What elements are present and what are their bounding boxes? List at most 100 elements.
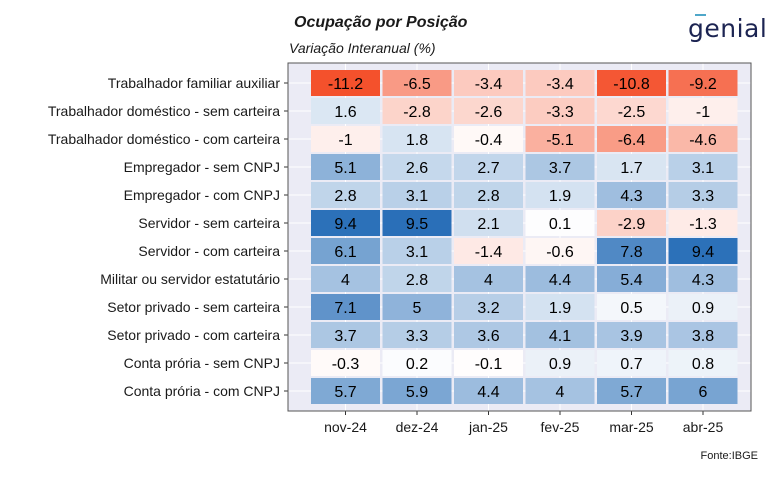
cell-value-label: -1	[696, 104, 710, 121]
heatmap-cell	[525, 126, 595, 152]
cell-value-label: 4	[556, 384, 565, 401]
cell-value-label: -5.1	[546, 132, 574, 149]
brand-logo: genial	[688, 14, 768, 43]
heatmap-cell	[597, 322, 666, 348]
heatmap-cell	[668, 154, 738, 180]
cell-value-label: 6.1	[334, 244, 356, 261]
heatmap-cell	[311, 126, 380, 152]
cell-value-label: 4.4	[549, 272, 571, 289]
cell-value-label: 3.1	[406, 188, 428, 205]
heatmap-cell	[525, 98, 595, 124]
heatmap-cell	[311, 322, 380, 348]
cell-value-label: 7.1	[334, 300, 356, 317]
cell-value-label: -2.5	[618, 104, 646, 121]
heatmap-cell	[597, 182, 666, 208]
cell-value-label: 5.9	[406, 384, 428, 401]
cell-value-label: -3.4	[475, 76, 503, 93]
cell-value-label: 4.4	[477, 384, 499, 401]
cell-value-label: -1.3	[689, 216, 717, 233]
cell-value-label: 5.4	[620, 272, 642, 289]
heatmap-cell	[668, 182, 738, 208]
chart-title: Ocupação por Posição	[294, 14, 468, 31]
heatmap-cell	[382, 322, 452, 348]
heatmap-cell	[668, 238, 738, 264]
cell-value-label: 0.5	[620, 300, 642, 317]
heatmap-cell	[382, 126, 452, 152]
heatmap-cell	[597, 294, 666, 320]
heatmap-cell	[525, 182, 595, 208]
cell-value-label: 4.3	[620, 188, 642, 205]
heatmap-cell	[311, 210, 380, 236]
cell-value-label: 3.7	[334, 328, 356, 345]
heatmap-cell	[668, 266, 738, 292]
cell-value-label: 2.1	[477, 216, 499, 233]
heatmap-cell	[311, 70, 380, 96]
x-tick-label: nov-24	[324, 419, 367, 435]
cell-value-label: 5.7	[620, 384, 642, 401]
cell-value-label: 0.1	[549, 216, 571, 233]
cell-value-label: 0.7	[620, 356, 642, 373]
cell-value-label: -2.8	[403, 104, 431, 121]
heatmap-cell	[668, 322, 738, 348]
heatmap-cell	[382, 182, 452, 208]
cell-value-label: 3.3	[692, 188, 714, 205]
heatmap-cell	[382, 238, 452, 264]
heatmap-cell	[597, 98, 666, 124]
heatmap-cell	[525, 210, 595, 236]
heatmap-cell	[525, 238, 595, 264]
cell-value-label: 5.7	[334, 384, 356, 401]
y-tick-label: Trabalhador doméstico - com carteira	[48, 131, 280, 147]
heatmap-cell	[525, 322, 595, 348]
cell-value-label: 2.6	[406, 160, 428, 177]
cell-value-label: -11.2	[328, 76, 363, 93]
cell-value-label: 6	[699, 384, 708, 401]
heatmap-cell	[525, 378, 595, 404]
cell-value-label: -0.4	[475, 132, 503, 149]
cell-value-label: 7.8	[620, 244, 642, 261]
cell-value-label: 1.6	[334, 104, 356, 121]
heatmap-cell	[311, 98, 380, 124]
cell-value-label: 3.1	[406, 244, 428, 261]
cell-value-label: 3.9	[620, 328, 642, 345]
x-tick-label: mar-25	[609, 419, 654, 435]
heatmap-cell	[382, 210, 452, 236]
cell-value-label: 1.9	[549, 188, 571, 205]
heatmap-cell	[311, 182, 380, 208]
y-tick-label: Militar ou servidor estatutário	[100, 271, 280, 287]
heatmap-cell	[382, 266, 452, 292]
cell-value-label: 5.1	[334, 160, 356, 177]
cell-value-label: 4.3	[692, 272, 714, 289]
heatmap-cell	[311, 154, 380, 180]
heatmap-cell	[454, 378, 523, 404]
cell-value-label: -1.4	[475, 244, 503, 261]
cell-value-label: -0.1	[475, 356, 503, 373]
x-tick-label: abr-25	[683, 419, 724, 435]
heatmap-cell	[668, 350, 738, 376]
y-tick-label: Servidor - sem carteira	[138, 215, 280, 231]
cell-value-label: 5	[413, 300, 422, 317]
cell-value-label: -10.8	[613, 76, 650, 93]
heatmap-cell	[597, 70, 666, 96]
cell-value-label: 2.8	[334, 188, 356, 205]
y-tick-label: Empregador - sem CNPJ	[124, 159, 280, 175]
cell-value-label: -0.6	[546, 244, 574, 261]
brand-logo-accent	[695, 14, 706, 16]
y-tick-label: Conta prória - com CNPJ	[124, 383, 280, 399]
cell-value-label: 3.7	[549, 160, 571, 177]
heatmap-cell	[454, 98, 523, 124]
x-tick-label: jan-25	[468, 419, 508, 435]
heatmap-cell	[525, 294, 595, 320]
cell-value-label: 2.8	[406, 272, 428, 289]
cell-value-label: 2.8	[477, 188, 499, 205]
cell-value-label: -3.4	[546, 76, 574, 93]
heatmap-cell	[597, 126, 666, 152]
cell-value-label: 2.7	[477, 160, 499, 177]
heatmap-cell	[597, 266, 666, 292]
heatmap-cell	[454, 126, 523, 152]
cell-value-label: 3.8	[692, 328, 714, 345]
heatmap-cell	[454, 266, 523, 292]
heatmap-cell	[668, 98, 738, 124]
heatmap-cell	[597, 378, 666, 404]
x-tick-label: fev-25	[541, 419, 580, 435]
